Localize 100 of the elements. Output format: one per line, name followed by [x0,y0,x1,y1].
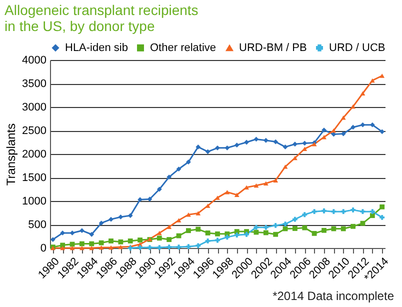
y-tick-label: 500 [28,219,46,231]
point [340,115,346,120]
point [273,232,278,237]
point [380,74,385,78]
point [263,224,268,230]
point [292,216,298,222]
chart-title: Allogeneic transplant recipients in the US, by donor type [4,2,198,34]
point [360,91,366,96]
point [263,181,268,186]
point [60,242,66,248]
point [205,238,210,244]
y-tick-label: 2500 [22,125,46,137]
point [80,241,84,246]
point [370,213,375,218]
point [282,144,288,150]
point [263,230,268,236]
point [98,220,104,226]
point [89,246,94,250]
point [186,228,191,234]
point [186,244,191,250]
point [273,139,278,144]
point [282,164,288,169]
point [205,230,210,236]
point [224,145,230,150]
legend-label: Other relative [150,42,216,54]
point [186,160,191,164]
point [156,230,162,236]
point [292,142,298,147]
point [340,226,346,232]
point [350,104,356,109]
y-tick-label: 1500 [22,172,46,184]
point [302,225,308,230]
point [244,140,249,145]
point [215,145,220,150]
point [80,228,84,234]
point [312,209,317,214]
point [340,131,346,136]
point [108,216,114,222]
point [360,220,366,226]
point [138,245,142,250]
point [302,146,308,151]
point [156,236,162,241]
point [282,222,288,226]
point [370,78,375,83]
point [118,214,124,220]
point [108,245,114,250]
point [108,238,114,244]
point [196,243,201,248]
point [156,186,162,192]
y-tick-label: 0 [40,242,46,254]
point [244,232,249,237]
point [380,129,385,134]
legend-label: URD / UCB [329,42,386,54]
y-tick-label: 2000 [22,148,46,160]
point [273,178,278,182]
y-tick-label: 4000 [22,54,46,66]
point [118,239,124,244]
point [350,207,356,212]
point [147,245,152,250]
point [196,211,201,216]
point [176,218,182,222]
point [292,226,298,231]
point [331,209,336,214]
point [224,234,230,240]
point [89,232,94,237]
point [98,240,104,246]
point [254,136,259,142]
point [60,246,66,250]
y-tick-label: 1000 [22,196,46,208]
y-tick-label: 3500 [22,78,46,90]
point [166,237,172,242]
point [273,222,278,228]
point [380,215,385,220]
point [234,232,240,238]
y-axis-title: Transplants [4,123,18,186]
point [370,209,375,214]
point [166,244,172,250]
point [360,122,366,128]
point [350,124,356,130]
point [89,241,94,246]
point [215,196,220,200]
point [166,174,172,180]
point [166,224,172,229]
point [340,209,346,214]
point [331,226,336,232]
point [234,142,240,148]
text: *2014 Data incomplete [272,289,394,303]
point [196,226,201,232]
point [70,230,75,236]
point [254,224,259,230]
point [196,144,201,150]
legend-label: URD-BM / PB [239,42,307,54]
point [322,208,326,214]
point [215,231,220,236]
point [147,196,152,202]
point [176,166,182,172]
point [80,246,84,250]
point [128,213,133,218]
point [312,230,317,236]
point [302,140,308,146]
